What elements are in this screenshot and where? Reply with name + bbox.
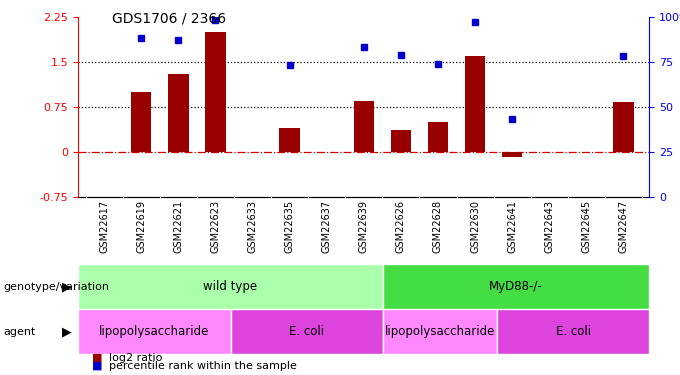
Bar xyxy=(465,56,486,152)
Bar xyxy=(354,101,374,152)
Text: GDS1706 / 2366: GDS1706 / 2366 xyxy=(112,11,226,25)
Bar xyxy=(131,92,152,152)
Text: GSM22630: GSM22630 xyxy=(470,200,480,253)
Bar xyxy=(383,264,649,309)
Bar xyxy=(383,309,497,354)
Text: GSM22635: GSM22635 xyxy=(285,200,294,254)
Text: E. coli: E. coli xyxy=(556,326,591,338)
Text: GSM22641: GSM22641 xyxy=(507,200,517,253)
Text: E. coli: E. coli xyxy=(289,326,324,338)
Bar xyxy=(428,122,448,152)
Text: GSM22628: GSM22628 xyxy=(433,200,443,254)
Text: GSM22645: GSM22645 xyxy=(581,200,592,254)
Text: GSM22637: GSM22637 xyxy=(322,200,332,254)
Text: lipopolysaccharide: lipopolysaccharide xyxy=(99,326,209,338)
Text: GSM22619: GSM22619 xyxy=(136,200,146,253)
Text: wild type: wild type xyxy=(203,280,258,293)
Bar xyxy=(168,74,188,152)
Text: percentile rank within the sample: percentile rank within the sample xyxy=(109,361,296,370)
Text: MyD88-/-: MyD88-/- xyxy=(489,280,543,293)
Text: GSM22621: GSM22621 xyxy=(173,200,184,254)
Bar xyxy=(497,309,649,354)
Text: GSM22626: GSM22626 xyxy=(396,200,406,254)
Bar xyxy=(78,264,383,309)
Text: GSM22623: GSM22623 xyxy=(210,200,220,254)
Text: ■: ■ xyxy=(92,361,102,370)
Text: lipopolysaccharide: lipopolysaccharide xyxy=(385,326,495,338)
Bar xyxy=(78,309,231,354)
Text: ■: ■ xyxy=(92,353,102,363)
Text: ▶: ▶ xyxy=(62,280,71,293)
Text: GSM22647: GSM22647 xyxy=(618,200,628,254)
Text: log2 ratio: log2 ratio xyxy=(109,353,162,363)
Bar xyxy=(279,128,300,152)
Text: GSM22643: GSM22643 xyxy=(544,200,554,253)
Text: genotype/variation: genotype/variation xyxy=(3,282,109,292)
Bar xyxy=(231,309,383,354)
Text: GSM22639: GSM22639 xyxy=(359,200,369,253)
Text: agent: agent xyxy=(3,327,36,337)
Text: ▶: ▶ xyxy=(62,326,71,338)
Bar xyxy=(205,32,226,152)
Text: GSM22617: GSM22617 xyxy=(99,200,109,254)
Text: GSM22633: GSM22633 xyxy=(248,200,258,253)
Bar xyxy=(502,152,522,157)
Bar xyxy=(613,102,634,152)
Bar xyxy=(391,130,411,152)
